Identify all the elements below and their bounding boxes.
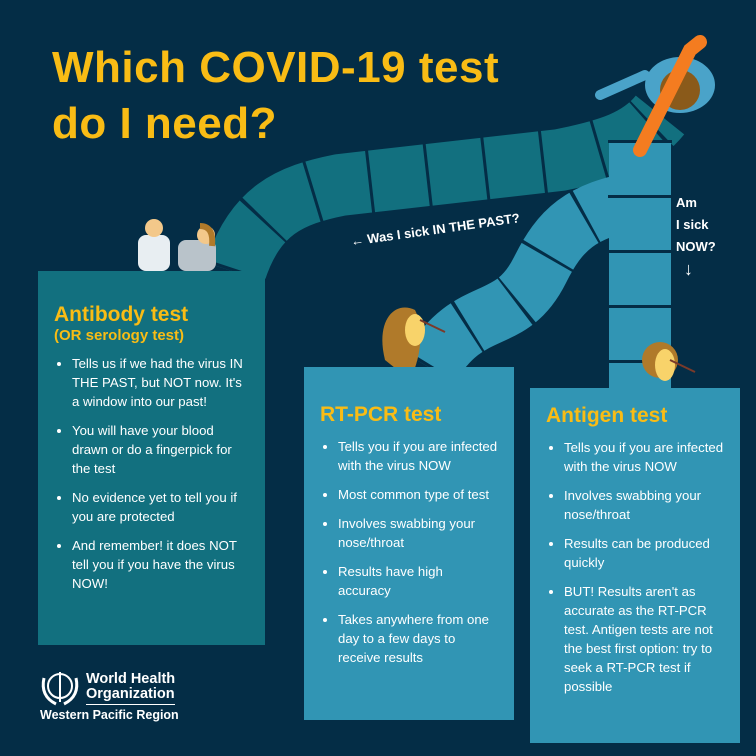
who-name-line: Organization [86, 685, 175, 702]
card-title: RT-PCR test [320, 403, 442, 426]
arrow-down-icon: ↓ [684, 259, 693, 279]
list-item: Tells you if you are infected with the v… [564, 438, 724, 476]
person-swab-antigen-icon [642, 342, 696, 381]
list-item: Tells us if we had the virus IN THE PAST… [72, 354, 249, 411]
question-now-line: NOW? [676, 239, 716, 254]
title-line-2: do I need? [52, 99, 277, 148]
list-item: Involves swabbing your nose/throat [564, 486, 724, 524]
card-title: Antigen test [546, 404, 668, 427]
page-title: Which COVID-19 test do I need? [52, 40, 499, 152]
path-branch [405, 171, 646, 384]
person-swab-rtpcr-icon [382, 307, 446, 380]
walking-person-icon [595, 35, 715, 157]
title-line-1: Which COVID-19 test [52, 43, 500, 92]
health-workers-icon [138, 219, 216, 271]
list-item: Results can be produced quickly [564, 534, 724, 572]
list-item: You will have your blood drawn or do a f… [72, 421, 249, 478]
question-now-line: I sick [676, 217, 709, 232]
list-item: And remember! it does NOT tell you if yo… [72, 536, 249, 593]
who-region: Western Pacific Region [40, 708, 179, 722]
list-item: BUT! Results aren't as accurate as the R… [564, 582, 724, 696]
antibody-test-card: Antibody test (OR serology test) Tells u… [38, 271, 265, 645]
question-now-line: Am [676, 195, 697, 210]
card-subtitle: (OR serology test) [54, 327, 185, 344]
path-past [205, 94, 685, 283]
who-name-line: World Health [86, 670, 176, 687]
list-item: Most common type of test [338, 485, 498, 504]
list-item: No evidence yet to tell you if you are p… [72, 488, 249, 526]
list-item: Involves swabbing your nose/throat [338, 514, 498, 552]
list-item: Results have high accuracy [338, 562, 498, 600]
rtpcr-test-card: RT-PCR test Tells you if you are infecte… [304, 367, 514, 720]
question-now: Am I sick NOW? ↓ [676, 192, 716, 280]
antigen-test-card: Antigen test Tells you if you are infect… [530, 388, 740, 743]
who-logo: World Health Organization Western Pacifi… [38, 668, 179, 722]
list-item: Takes anywhere from one day to a few day… [338, 610, 498, 667]
card-title: Antibody test [54, 303, 189, 326]
who-emblem-icon [41, 672, 79, 706]
who-name: World Health Organization [86, 670, 176, 705]
list-item: Tells you if you are infected with the v… [338, 437, 498, 475]
